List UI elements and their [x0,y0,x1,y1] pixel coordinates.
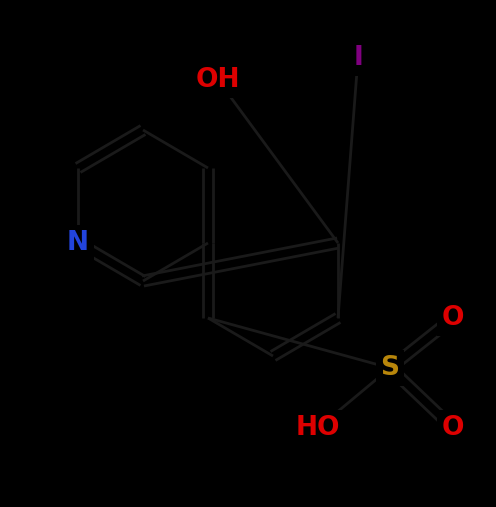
Text: O: O [442,415,464,441]
Text: O: O [442,305,464,331]
Text: S: S [380,355,399,381]
Text: OH: OH [196,67,240,93]
Text: N: N [67,230,89,256]
Text: I: I [353,45,363,71]
Text: HO: HO [296,415,340,441]
